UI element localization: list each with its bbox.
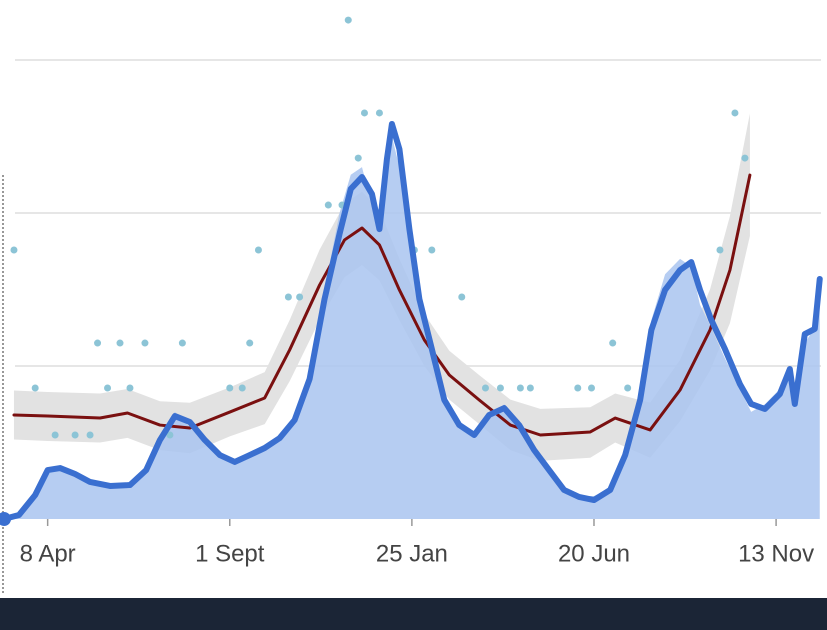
- dot: [178, 339, 186, 347]
- dot: [31, 384, 39, 392]
- dot: [284, 293, 292, 301]
- dot: [71, 431, 79, 439]
- dot: [609, 339, 617, 347]
- dot: [731, 109, 739, 117]
- dot: [104, 384, 112, 392]
- dot: [51, 431, 59, 439]
- x-tick-label: 25 Jan: [376, 540, 448, 567]
- dot: [428, 246, 436, 254]
- dot: [254, 246, 262, 254]
- x-tick-label: 13 Nov: [738, 540, 814, 567]
- dot: [516, 384, 524, 392]
- daily-area: [4, 136, 820, 519]
- dot: [624, 384, 632, 392]
- dot: [496, 384, 504, 392]
- dot: [246, 339, 254, 347]
- dot: [360, 109, 368, 117]
- dot: [481, 384, 489, 392]
- dot: [226, 384, 234, 392]
- dot: [574, 384, 582, 392]
- x-tick-label: 8 Apr: [20, 540, 76, 567]
- confidence-band: [13, 113, 750, 461]
- start-point: [0, 512, 11, 526]
- line: [12, 173, 752, 437]
- dot: [166, 431, 174, 439]
- x-tick-label: 1 Sept: [195, 540, 265, 567]
- dot: [375, 109, 383, 117]
- dot: [141, 339, 149, 347]
- dot: [10, 246, 18, 254]
- bottom-bar: [0, 598, 827, 630]
- line: [1, 120, 823, 522]
- dot: [458, 293, 466, 301]
- dot: [238, 384, 246, 392]
- dot: [716, 246, 724, 254]
- dot: [94, 339, 102, 347]
- dot: [86, 431, 94, 439]
- dot: [741, 154, 749, 162]
- dot: [344, 16, 352, 24]
- dot: [324, 201, 332, 209]
- dot: [526, 384, 534, 392]
- dot: [126, 384, 134, 392]
- dot: [116, 339, 124, 347]
- dot: [296, 293, 304, 301]
- x-tick-label: 20 Jun: [558, 540, 630, 567]
- dot: [354, 154, 362, 162]
- dot: [587, 384, 595, 392]
